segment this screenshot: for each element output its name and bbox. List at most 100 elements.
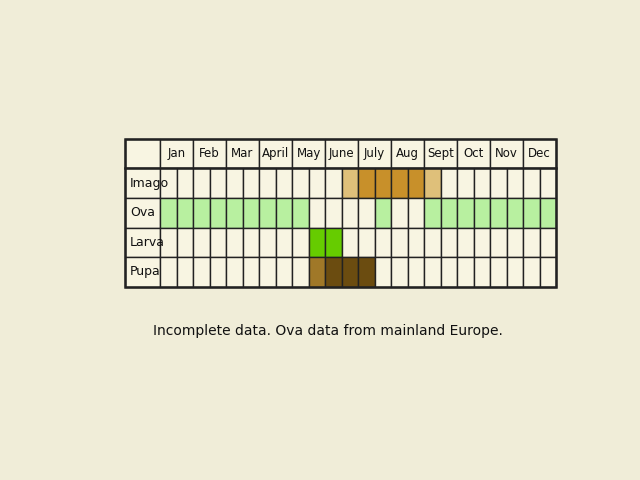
Bar [391, 139, 424, 168]
Bar [125, 198, 160, 228]
Bar [160, 168, 177, 198]
Bar [457, 228, 474, 257]
Bar [325, 228, 342, 257]
Bar [177, 168, 193, 198]
Text: May: May [296, 147, 321, 160]
Bar [391, 168, 408, 198]
Text: July: July [364, 147, 385, 160]
Bar [308, 228, 325, 257]
Bar [374, 257, 391, 287]
Bar [209, 228, 226, 257]
Text: Nov: Nov [495, 147, 518, 160]
Bar [342, 228, 358, 257]
Bar [226, 198, 243, 228]
Bar [325, 198, 342, 228]
Bar [308, 257, 325, 287]
Bar [160, 139, 193, 168]
Bar [358, 228, 374, 257]
Text: Sept: Sept [427, 147, 454, 160]
Bar [391, 228, 408, 257]
Bar [523, 139, 556, 168]
Bar [209, 198, 226, 228]
Bar [209, 168, 226, 198]
Bar [507, 198, 523, 228]
Bar [408, 257, 424, 287]
Bar [490, 168, 507, 198]
Bar [259, 257, 276, 287]
Text: April: April [262, 147, 289, 160]
Bar [243, 168, 259, 198]
Bar [523, 228, 540, 257]
Bar [193, 198, 209, 228]
Bar [308, 168, 325, 198]
Bar [540, 228, 556, 257]
Bar [193, 139, 226, 168]
Bar [292, 257, 308, 287]
Bar [457, 257, 474, 287]
Bar [490, 228, 507, 257]
Text: Aug: Aug [396, 147, 419, 160]
Text: Incomplete data. Ova data from mainland Europe.: Incomplete data. Ova data from mainland … [153, 324, 503, 338]
Bar [276, 228, 292, 257]
Bar [540, 198, 556, 228]
Bar [308, 198, 325, 228]
Bar [160, 198, 177, 228]
Bar [292, 139, 325, 168]
Bar [342, 168, 358, 198]
Bar [358, 198, 374, 228]
Bar [226, 228, 243, 257]
Bar [276, 198, 292, 228]
Text: Pupa: Pupa [130, 265, 161, 278]
Bar [292, 198, 308, 228]
Bar [342, 198, 358, 228]
Bar [391, 257, 408, 287]
Bar [408, 168, 424, 198]
Text: Ova: Ova [130, 206, 155, 219]
Bar [490, 139, 523, 168]
Bar [507, 168, 523, 198]
Bar [276, 257, 292, 287]
Bar [424, 257, 440, 287]
Bar [474, 228, 490, 257]
Bar [125, 139, 160, 168]
Bar [540, 168, 556, 198]
Bar [193, 168, 209, 198]
Bar [523, 198, 540, 228]
Bar [540, 257, 556, 287]
Bar [440, 228, 457, 257]
Bar [457, 139, 490, 168]
Bar [474, 168, 490, 198]
Bar [259, 228, 276, 257]
Bar [440, 198, 457, 228]
Bar [259, 198, 276, 228]
Bar [160, 257, 177, 287]
Bar [193, 228, 209, 257]
Bar [374, 198, 391, 228]
Text: Jan: Jan [168, 147, 186, 160]
Bar [226, 139, 259, 168]
Bar [457, 198, 474, 228]
Bar [177, 257, 193, 287]
Bar [507, 257, 523, 287]
Text: June: June [329, 147, 355, 160]
Bar [193, 257, 209, 287]
Bar [523, 168, 540, 198]
Bar [292, 228, 308, 257]
Bar [457, 168, 474, 198]
Bar [391, 198, 408, 228]
Bar [259, 168, 276, 198]
Bar [440, 257, 457, 287]
Bar [507, 228, 523, 257]
Bar [424, 228, 440, 257]
Text: Feb: Feb [199, 147, 220, 160]
Bar [374, 168, 391, 198]
Bar [276, 168, 292, 198]
Bar [342, 257, 358, 287]
Bar [243, 198, 259, 228]
Bar [490, 257, 507, 287]
Bar [325, 257, 342, 287]
Bar [125, 228, 160, 257]
Bar [209, 257, 226, 287]
Bar [125, 139, 556, 287]
Bar [325, 139, 358, 168]
